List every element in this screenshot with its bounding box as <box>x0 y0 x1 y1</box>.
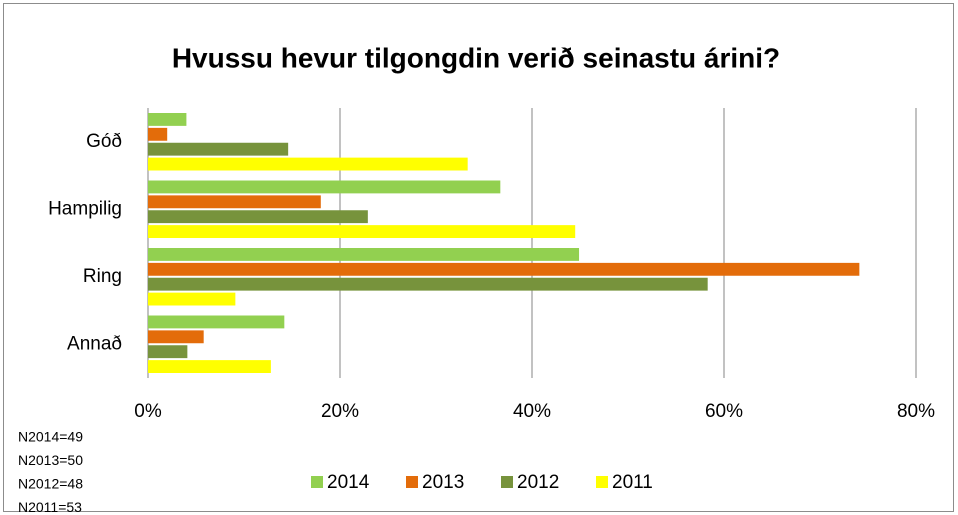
bar <box>148 113 187 126</box>
bar <box>148 142 289 156</box>
y-tick-label: Hampilig <box>48 198 122 219</box>
x-tick-label: 80% <box>897 401 935 422</box>
note: N2012=48 <box>18 476 83 492</box>
x-tick-label: 20% <box>321 401 359 422</box>
legend-label: 2014 <box>327 472 370 493</box>
note: N2013=50 <box>18 452 83 468</box>
legend-swatch <box>311 476 323 488</box>
bar <box>148 360 271 373</box>
legend-label: 2012 <box>517 472 559 493</box>
legend-swatch <box>406 476 418 488</box>
bar <box>148 248 580 261</box>
legend-label: 2013 <box>422 472 464 493</box>
bar <box>148 292 236 306</box>
bar <box>148 225 576 238</box>
bar <box>148 277 708 291</box>
x-tick-label: 0% <box>134 401 162 422</box>
chart-title: Hvussu hevur tilgongdin verið seinastu á… <box>172 42 780 73</box>
legend-label: 2011 <box>612 472 653 493</box>
y-tick-label: Annað <box>67 333 122 354</box>
bar <box>148 345 188 359</box>
bar <box>148 330 204 344</box>
bar <box>148 210 368 224</box>
bar <box>148 127 168 141</box>
note: N2014=49 <box>18 429 83 445</box>
y-tick-label: Ring <box>83 266 122 287</box>
legend-swatch <box>596 476 608 488</box>
x-tick-label: 40% <box>513 401 551 422</box>
note: N2011=53 <box>18 499 82 515</box>
bar <box>148 157 468 171</box>
x-tick-label: 60% <box>705 401 743 422</box>
bar <box>148 195 321 209</box>
bar <box>148 180 501 194</box>
y-tick-label: Góð <box>86 131 122 152</box>
bar <box>148 315 285 329</box>
legend-swatch <box>501 476 513 488</box>
bar <box>148 262 860 276</box>
